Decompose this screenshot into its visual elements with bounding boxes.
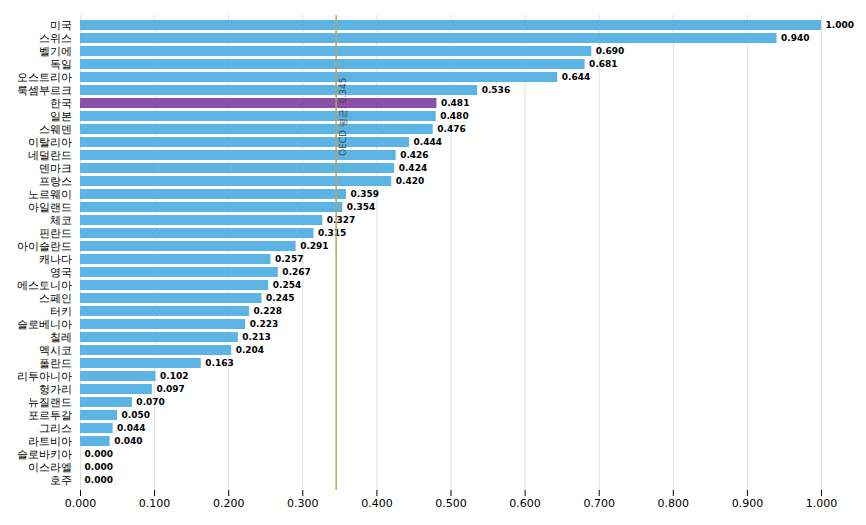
svg-text:0.359: 0.359 [351,189,379,199]
svg-text:0.480: 0.480 [440,111,468,121]
svg-text:0.481: 0.481 [441,98,469,108]
svg-text:0.213: 0.213 [242,332,270,342]
svg-text:오스트리아: 오스트리아 [17,71,72,84]
svg-text:0.204: 0.204 [236,345,264,355]
svg-text:0.100: 0.100 [139,497,171,510]
svg-text:0.444: 0.444 [414,137,442,147]
svg-text:0.700: 0.700 [583,497,615,510]
svg-text:리투아니아: 리투아니아 [17,370,72,383]
svg-text:0.000: 0.000 [85,449,113,459]
svg-text:스웨덴: 스웨덴 [39,123,72,136]
svg-text:덴마크: 덴마크 [39,162,72,175]
svg-text:0.000: 0.000 [65,497,97,510]
svg-text:미국: 미국 [50,19,72,32]
svg-text:포르투갈: 포르투갈 [28,409,72,422]
svg-text:캐나다: 캐나다 [39,253,72,266]
svg-text:노르웨이: 노르웨이 [28,188,72,201]
svg-text:0.050: 0.050 [122,410,150,420]
svg-text:헝가리: 헝가리 [39,383,72,396]
svg-text:1.000: 1.000 [826,20,854,30]
svg-text:0.102: 0.102 [160,371,188,381]
svg-text:0.070: 0.070 [136,397,164,407]
svg-text:0.681: 0.681 [589,59,617,69]
svg-text:0.097: 0.097 [156,384,184,394]
svg-text:0.800: 0.800 [658,497,690,510]
svg-text:이탈리아: 이탈리아 [28,136,72,149]
svg-text:0.420: 0.420 [396,176,424,186]
svg-text:0.315: 0.315 [318,228,346,238]
svg-text:프랑스: 프랑스 [39,175,72,188]
svg-text:룩셈부르크: 룩셈부르크 [17,84,72,97]
svg-text:스위스: 스위스 [39,32,72,45]
svg-text:0.424: 0.424 [399,163,427,173]
svg-text:체코: 체코 [50,214,72,227]
svg-text:OECD 평균: 0.345: OECD 평균: 0.345 [338,78,348,157]
svg-text:0.400: 0.400 [361,497,393,510]
svg-text:터키: 터키 [50,305,72,318]
svg-text:0.044: 0.044 [117,423,145,433]
svg-text:0.900: 0.900 [732,497,764,510]
svg-text:0.476: 0.476 [437,124,465,134]
svg-text:0.354: 0.354 [347,202,375,212]
svg-text:0.228: 0.228 [253,306,281,316]
svg-text:독일: 독일 [50,58,72,71]
svg-text:라트비아: 라트비아 [28,435,72,448]
svg-text:아이슬란드: 아이슬란드 [17,240,72,253]
svg-text:0.500: 0.500 [435,497,467,510]
svg-text:0.163: 0.163 [205,358,233,368]
svg-text:영국: 영국 [50,266,72,279]
svg-text:0.200: 0.200 [213,497,245,510]
svg-text:0.644: 0.644 [562,72,590,82]
svg-text:0.040: 0.040 [114,436,142,446]
svg-text:슬로바키아: 슬로바키아 [17,448,72,461]
svg-text:한국: 한국 [50,97,72,110]
svg-text:폴란드: 폴란드 [39,357,72,370]
svg-text:0.000: 0.000 [85,462,113,472]
svg-text:0.223: 0.223 [250,319,278,329]
svg-text:0.267: 0.267 [282,267,310,277]
svg-text:0.245: 0.245 [266,293,294,303]
svg-text:아일랜드: 아일랜드 [28,201,72,214]
svg-text:1.000: 1.000 [806,497,838,510]
svg-text:멕시코: 멕시코 [39,344,72,357]
svg-text:0.940: 0.940 [781,33,809,43]
svg-text:0.257: 0.257 [275,254,303,264]
svg-text:0.000: 0.000 [85,475,113,485]
svg-text:핀란드: 핀란드 [39,227,72,240]
svg-text:0.690: 0.690 [596,46,624,56]
svg-text:0.426: 0.426 [400,150,428,160]
svg-text:스페인: 스페인 [39,292,72,305]
svg-text:슬로베니아: 슬로베니아 [17,318,72,331]
svg-text:뉴질랜드: 뉴질랜드 [28,396,72,409]
svg-text:호주: 호주 [50,474,72,487]
svg-text:0.300: 0.300 [287,497,319,510]
svg-text:0.600: 0.600 [509,497,541,510]
svg-text:0.254: 0.254 [273,280,301,290]
svg-text:일본: 일본 [50,110,72,123]
svg-text:네덜란드: 네덜란드 [28,149,72,162]
svg-text:그리스: 그리스 [39,422,72,435]
svg-text:0.536: 0.536 [482,85,510,95]
svg-text:0.327: 0.327 [327,215,355,225]
svg-text:이스라엘: 이스라엘 [28,461,72,474]
svg-text:0.291: 0.291 [300,241,328,251]
svg-text:에스토니아: 에스토니아 [17,279,72,292]
svg-text:칠레: 칠레 [50,331,72,344]
svg-text:벨기에: 벨기에 [39,45,72,58]
